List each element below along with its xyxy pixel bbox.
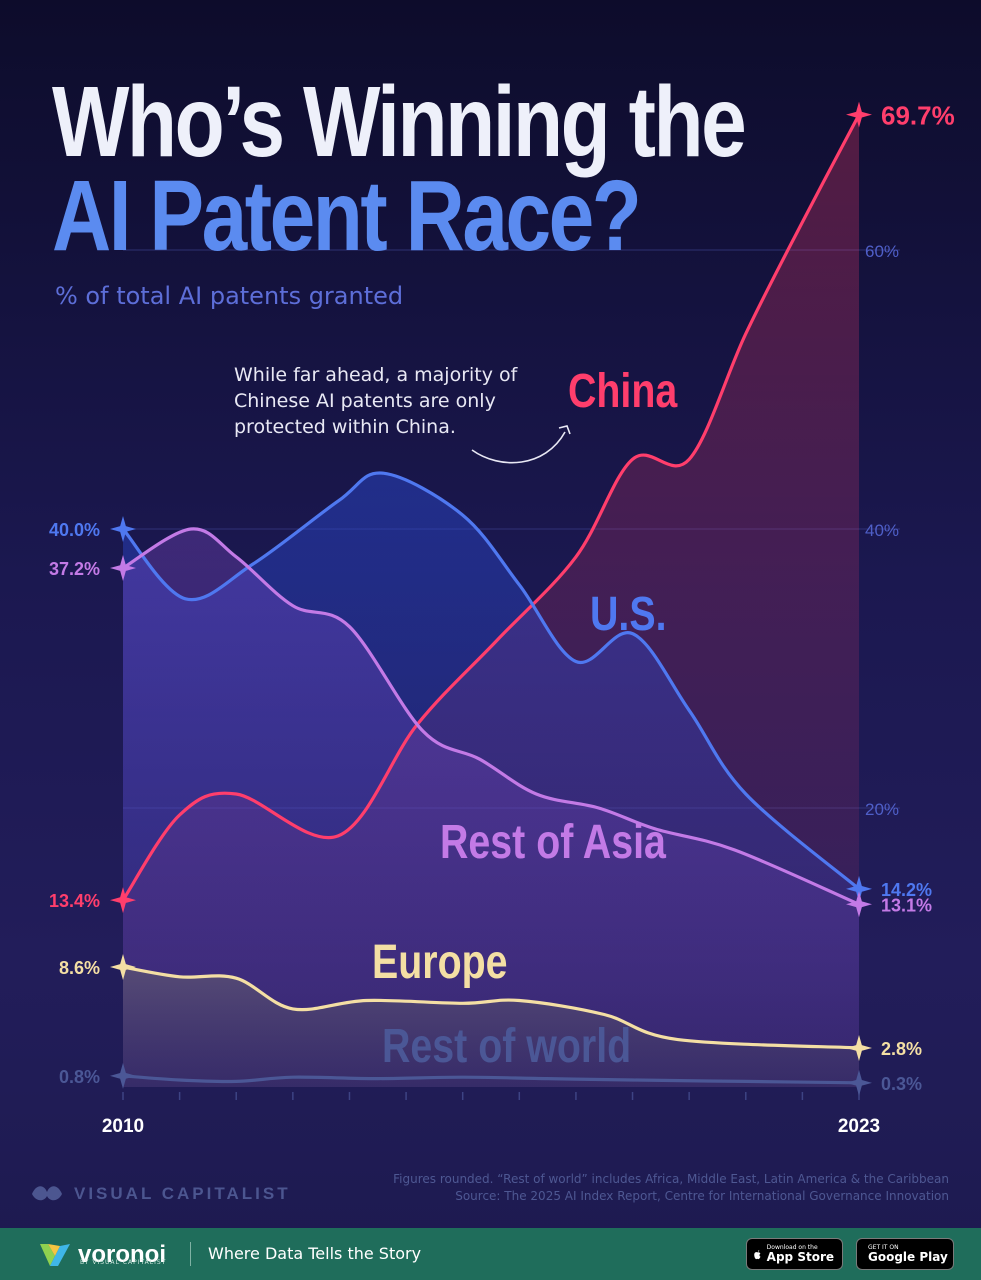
annotation-text: While far ahead, a majority of Chinese A… xyxy=(234,362,517,440)
annotation-arrowhead xyxy=(558,425,571,435)
start-value-europe: 8.6% xyxy=(59,958,100,978)
start-value-rest-of-world: 0.8% xyxy=(59,1067,100,1087)
title-line-1: Who’s Winning the xyxy=(52,66,747,178)
start-value-us: 40.0% xyxy=(49,520,100,540)
google-play-badge[interactable]: GET IT ON Google Play xyxy=(856,1238,954,1270)
x-tick-label: 2010 xyxy=(102,1116,144,1137)
start-value-china: 13.4% xyxy=(49,891,100,911)
start-marker-rest-of-asia xyxy=(110,555,136,582)
line-rest-of-asia xyxy=(121,527,861,906)
voronoi-v-icon xyxy=(40,1244,70,1266)
end-marker-china xyxy=(846,101,872,128)
voronoi-wordmark: voronoi xyxy=(78,1241,166,1268)
annotation-line-3: protected within China. xyxy=(234,416,456,438)
area-europe xyxy=(123,967,859,1087)
divider xyxy=(190,1242,191,1266)
series-label-rest-of-world: Rest of world xyxy=(382,1019,631,1073)
app-store-badge[interactable]: Download on the App Store xyxy=(746,1238,843,1270)
y-tick-label: 40% xyxy=(865,521,899,540)
tagline: Where Data Tells the Story xyxy=(208,1244,422,1263)
bottom-bar: voronoi BY VISUAL CAPITALIST Where Data … xyxy=(0,1228,981,1280)
area-rest-of-asia xyxy=(123,528,859,1087)
google-play-small-text: GET IT ON xyxy=(868,1244,899,1251)
series-label-china: China xyxy=(568,364,678,418)
series-label-europe: Europe xyxy=(372,935,508,989)
end-value-rest-of-asia: 13.1% xyxy=(881,895,932,915)
annotation-arrow xyxy=(471,431,566,464)
visual-capitalist-mark-icon xyxy=(32,1186,62,1201)
voronoi-logo[interactable]: voronoi xyxy=(38,1236,166,1274)
title-line-2: AI Patent Race? xyxy=(52,160,642,272)
subtitle: % of total AI patents granted xyxy=(55,282,404,310)
visual-capitalist-logo[interactable]: VISUAL CAPITALIST xyxy=(30,1180,291,1208)
x-tick-label: 2023 xyxy=(838,1116,880,1137)
end-value-us: 14.2% xyxy=(881,880,932,900)
end-marker-europe xyxy=(846,1034,872,1061)
line-europe xyxy=(121,965,861,1050)
start-marker-us xyxy=(110,516,136,542)
apple-icon xyxy=(754,1249,761,1259)
google-play-big-text: Google Play xyxy=(868,1250,948,1264)
app-store-text: Download on the App Store xyxy=(766,1244,834,1264)
line-rest-of-world xyxy=(121,1074,861,1085)
footnote-source: Source: The 2025 AI Index Report, Centre… xyxy=(455,1189,949,1203)
end-value-rest-of-world: 0.3% xyxy=(881,1074,922,1094)
start-marker-europe xyxy=(110,954,136,981)
series-label-us: U.S. xyxy=(590,587,667,641)
app-store-small-text: Download on the xyxy=(766,1244,818,1251)
line-chart: 20% 40% 60% 2010 2023 China U.S. Rest of Asi… xyxy=(49,101,955,1137)
y-tick-label: 60% xyxy=(865,242,899,261)
google-play-text: GET IT ON Google Play xyxy=(868,1244,948,1264)
footnote: Figures rounded. “Rest of world” include… xyxy=(393,1171,949,1205)
end-value-europe: 2.8% xyxy=(881,1039,922,1059)
start-marker-rest-of-world xyxy=(110,1062,136,1089)
voronoi-byline: BY VISUAL CAPITALIST xyxy=(80,1259,167,1266)
end-marker-rest-of-asia xyxy=(846,891,872,918)
end-value-china: 69.7% xyxy=(881,101,955,131)
app-store-big-text: App Store xyxy=(766,1250,834,1264)
start-value-rest-of-asia: 37.2% xyxy=(49,559,100,579)
annotation-line-1: While far ahead, a majority of xyxy=(234,364,518,386)
line-china xyxy=(121,113,861,902)
end-marker-us xyxy=(846,875,872,902)
start-marker-china xyxy=(110,887,136,914)
footnote-note: Figures rounded. “Rest of world” include… xyxy=(393,1172,949,1186)
annotation-line-2: Chinese AI patents are only xyxy=(234,390,496,412)
visual-capitalist-wordmark: VISUAL CAPITALIST xyxy=(74,1184,291,1203)
series-label-rest-of-asia: Rest of Asia xyxy=(440,815,666,869)
end-marker-rest-of-world xyxy=(846,1069,872,1096)
y-tick-label: 20% xyxy=(865,800,899,819)
